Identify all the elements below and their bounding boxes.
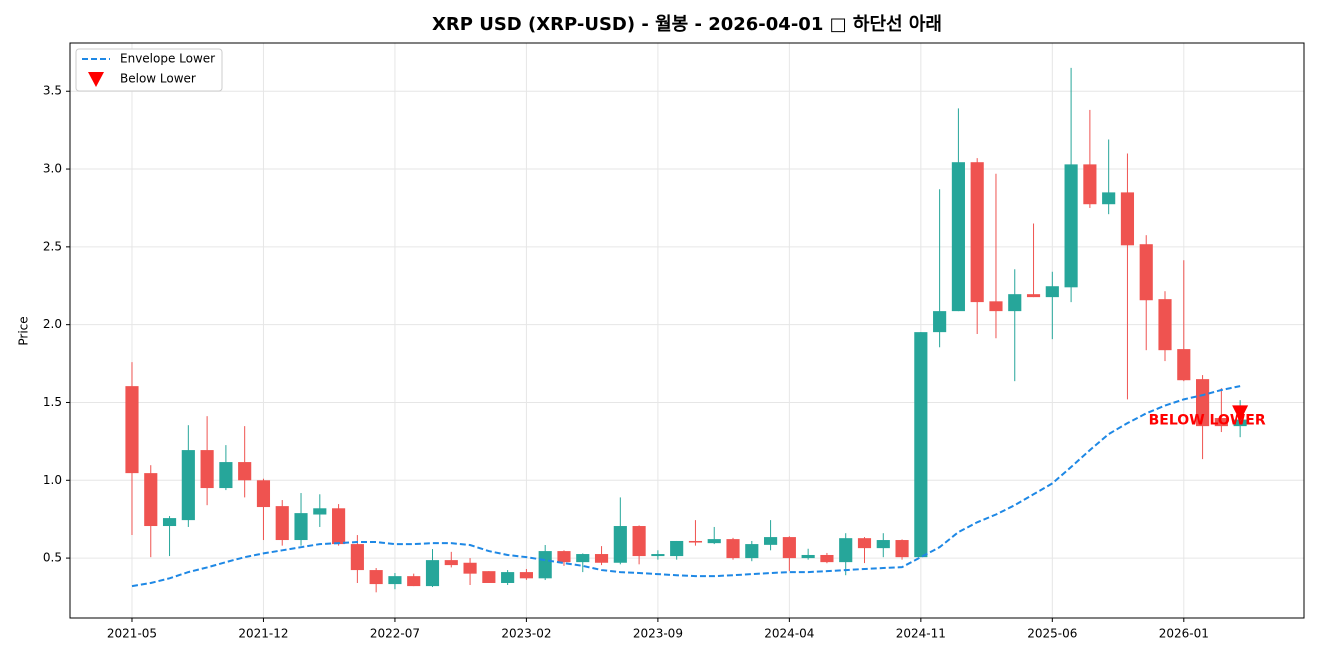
candle-body bbox=[933, 311, 947, 333]
candle-body bbox=[970, 162, 984, 303]
candle-body bbox=[557, 551, 571, 563]
candle-body bbox=[782, 537, 796, 559]
candle-body bbox=[895, 540, 909, 558]
candle-body bbox=[876, 540, 890, 549]
candle-body bbox=[989, 301, 1003, 312]
chart-title: XRP USD (XRP-USD) - 월봉 - 2026-04-01 □ 하단… bbox=[432, 14, 942, 35]
candle-body bbox=[275, 506, 289, 541]
candle-body bbox=[313, 508, 327, 515]
legend-box bbox=[75, 48, 223, 92]
marker-annotation: BELOW LOWER bbox=[1149, 412, 1266, 428]
candle-body bbox=[820, 554, 834, 563]
candle-body bbox=[1196, 379, 1210, 427]
candle-body bbox=[1008, 294, 1022, 312]
candle-body bbox=[764, 537, 778, 545]
y-tick-label: 0.5 bbox=[43, 551, 62, 565]
x-tick-label: 2022-07 bbox=[370, 627, 420, 641]
candle-body bbox=[1139, 244, 1153, 301]
candle-body bbox=[425, 560, 440, 587]
candle-body bbox=[745, 544, 759, 559]
candle-body bbox=[294, 513, 308, 541]
legend-swatch bbox=[88, 72, 104, 87]
y-tick-label: 1.0 bbox=[43, 473, 62, 487]
y-tick-label: 1.5 bbox=[43, 395, 62, 409]
candle-body bbox=[482, 571, 496, 583]
envelope-line bbox=[131, 385, 1241, 588]
candle-body bbox=[839, 538, 853, 563]
candle-body bbox=[670, 540, 684, 557]
candle-body bbox=[1045, 286, 1059, 298]
legend-label: Below Lower bbox=[120, 72, 196, 86]
candle-body bbox=[538, 551, 552, 579]
y-tick-label: 3.0 bbox=[43, 162, 62, 176]
x-tick-label: 2021-12 bbox=[238, 627, 288, 641]
candle-body bbox=[594, 554, 609, 563]
candle-body bbox=[1064, 164, 1078, 288]
y-tick-label: 3.5 bbox=[43, 84, 62, 98]
x-tick-label: 2026-01 bbox=[1159, 627, 1209, 641]
candle-body bbox=[256, 480, 271, 508]
candle-body bbox=[125, 386, 139, 474]
plot-frame bbox=[69, 42, 1305, 619]
candle-body bbox=[519, 572, 533, 579]
candle-body bbox=[1177, 349, 1191, 381]
candle-body bbox=[407, 576, 421, 587]
candle-body bbox=[1120, 192, 1135, 246]
candle-body bbox=[613, 526, 627, 563]
candle-body bbox=[1102, 192, 1116, 205]
signal-marker bbox=[1232, 405, 1249, 422]
candle-body bbox=[501, 572, 515, 583]
candle-body bbox=[238, 462, 252, 481]
x-tick-label: 2024-11 bbox=[896, 627, 946, 641]
candle-body bbox=[1233, 419, 1247, 427]
candle-body bbox=[857, 538, 872, 549]
candle-body bbox=[1026, 294, 1041, 298]
candle-body bbox=[707, 539, 721, 544]
x-tick-label: 2023-02 bbox=[501, 627, 551, 641]
x-tick-label: 2025-06 bbox=[1027, 627, 1077, 641]
candle-body bbox=[181, 450, 195, 521]
candle-body bbox=[576, 554, 590, 563]
candle-body bbox=[388, 576, 402, 585]
candle-body bbox=[1083, 164, 1097, 205]
candle-body bbox=[219, 462, 233, 489]
legend-label: Envelope Lower bbox=[120, 52, 215, 66]
candle-body bbox=[444, 560, 458, 566]
candle-body bbox=[463, 562, 477, 574]
y-tick-label: 2.5 bbox=[43, 239, 62, 253]
x-tick-label: 2024-04 bbox=[764, 627, 814, 641]
candle-body bbox=[1214, 418, 1228, 427]
x-tick-label: 2021-05 bbox=[107, 627, 157, 641]
candle-body bbox=[951, 162, 965, 312]
x-tick-label: 2023-09 bbox=[633, 627, 683, 641]
candle-body bbox=[332, 508, 346, 545]
candle-body bbox=[144, 473, 158, 527]
candle-body bbox=[1158, 299, 1172, 351]
candle-body bbox=[632, 526, 646, 557]
legend: Envelope Lower Below Lower bbox=[75, 48, 223, 92]
candle-body bbox=[801, 554, 815, 559]
y-axis-label: Price bbox=[17, 316, 31, 345]
candle-body bbox=[162, 518, 177, 527]
y-tick-label: 2.0 bbox=[43, 317, 62, 331]
candle-body bbox=[651, 554, 665, 557]
candle-body bbox=[688, 540, 703, 543]
candle-body bbox=[369, 570, 383, 585]
candle-body bbox=[914, 332, 928, 558]
candle-body bbox=[350, 544, 364, 571]
candle-body bbox=[200, 450, 214, 489]
candle-body bbox=[726, 539, 740, 559]
